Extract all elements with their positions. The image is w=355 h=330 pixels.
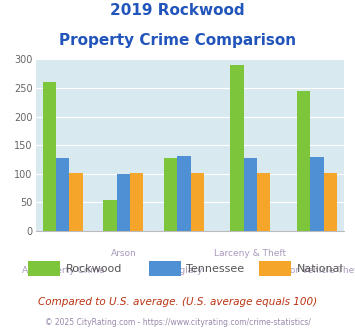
Bar [324, 173, 337, 231]
Text: Larceny & Theft: Larceny & Theft [214, 249, 286, 258]
Text: All Property Crime: All Property Crime [22, 266, 104, 275]
Text: Property Crime Comparison: Property Crime Comparison [59, 33, 296, 48]
Bar [130, 173, 143, 231]
Bar [297, 91, 310, 231]
Bar [230, 65, 244, 231]
Bar [56, 158, 70, 231]
Bar [244, 158, 257, 231]
Text: Rockwood: Rockwood [66, 264, 122, 274]
Text: Arson: Arson [110, 249, 136, 258]
Bar [191, 173, 204, 231]
Text: National: National [296, 264, 343, 274]
Text: Tennessee: Tennessee [186, 264, 245, 274]
Bar [310, 157, 324, 231]
Text: Compared to U.S. average. (U.S. average equals 100): Compared to U.S. average. (U.S. average … [38, 297, 317, 307]
Bar [177, 156, 191, 231]
Bar [70, 173, 83, 231]
Bar [257, 173, 271, 231]
Bar [43, 82, 56, 231]
Bar [117, 174, 130, 231]
Bar [103, 200, 117, 231]
Bar [164, 158, 177, 231]
Text: Motor Vehicle Theft: Motor Vehicle Theft [273, 266, 355, 275]
Text: © 2025 CityRating.com - https://www.cityrating.com/crime-statistics/: © 2025 CityRating.com - https://www.city… [45, 318, 310, 327]
Text: Burglary: Burglary [165, 266, 203, 275]
Text: 2019 Rockwood: 2019 Rockwood [110, 3, 245, 18]
